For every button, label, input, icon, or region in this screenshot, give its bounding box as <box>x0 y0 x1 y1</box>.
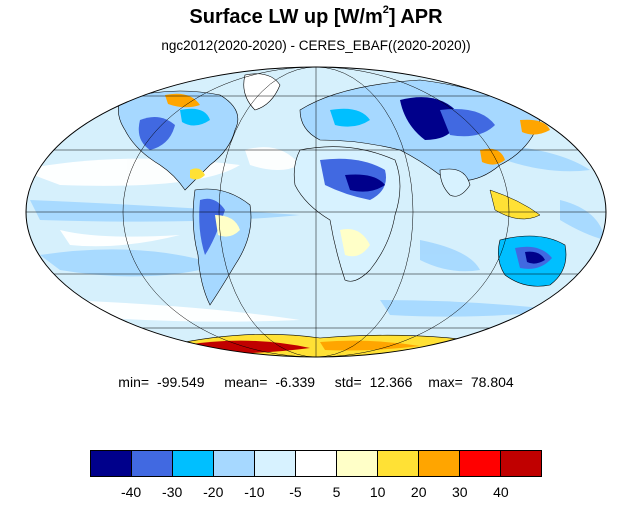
colorbar-tick-label: 20 <box>410 484 427 500</box>
colorbar-tick-label: -40 <box>120 484 142 500</box>
colorbar-swatch <box>419 451 460 476</box>
map-subtitle: ngc2012(2020-2020) - CERES_EBAF((2020-20… <box>161 38 471 53</box>
colorbar-swatch <box>501 451 541 476</box>
south-asia <box>439 168 471 197</box>
map-title: Surface LW up [W/m2] APR <box>189 4 443 28</box>
stat-max-label: max= <box>428 374 463 390</box>
colorbar-tick-label: 5 <box>332 484 341 500</box>
colorbar-swatch <box>460 451 501 476</box>
stat-mean-label: mean= <box>224 374 268 390</box>
colorbar-swatch <box>132 451 173 476</box>
colorbar-swatch <box>91 451 132 476</box>
colorbar-tick-label: 40 <box>493 484 509 500</box>
stat-max-value: 78.804 <box>470 374 514 390</box>
statistics-line: min= -99.549 mean= -6.339 std= 12.366 max= 7… <box>0 374 632 390</box>
colorbar-swatch <box>378 451 419 476</box>
stat-std-label: std= <box>334 374 362 390</box>
colorbar-tick-label: -30 <box>162 484 183 500</box>
colorbar <box>90 450 542 477</box>
stat-std-value: 12.366 <box>369 374 413 390</box>
colorbar-swatch <box>255 451 296 476</box>
stat-mean-value: -6.339 <box>275 374 316 390</box>
map-outline <box>25 66 607 358</box>
stat-min-value: -99.549 <box>157 374 205 390</box>
colorbar-tick-label: -20 <box>203 484 224 500</box>
colorbar-tick-label: -10 <box>244 484 265 500</box>
colorbar-tick-label: 30 <box>452 484 468 500</box>
colorbar-swatch <box>214 451 255 476</box>
colorbar-swatch <box>173 451 214 476</box>
colorbar-swatch <box>296 451 337 476</box>
colorbar-tick-label: 10 <box>369 484 386 500</box>
colorbar-tick-label: -5 <box>289 484 302 500</box>
stat-min-label: min= <box>118 374 150 390</box>
colorbar-swatch <box>337 451 378 476</box>
